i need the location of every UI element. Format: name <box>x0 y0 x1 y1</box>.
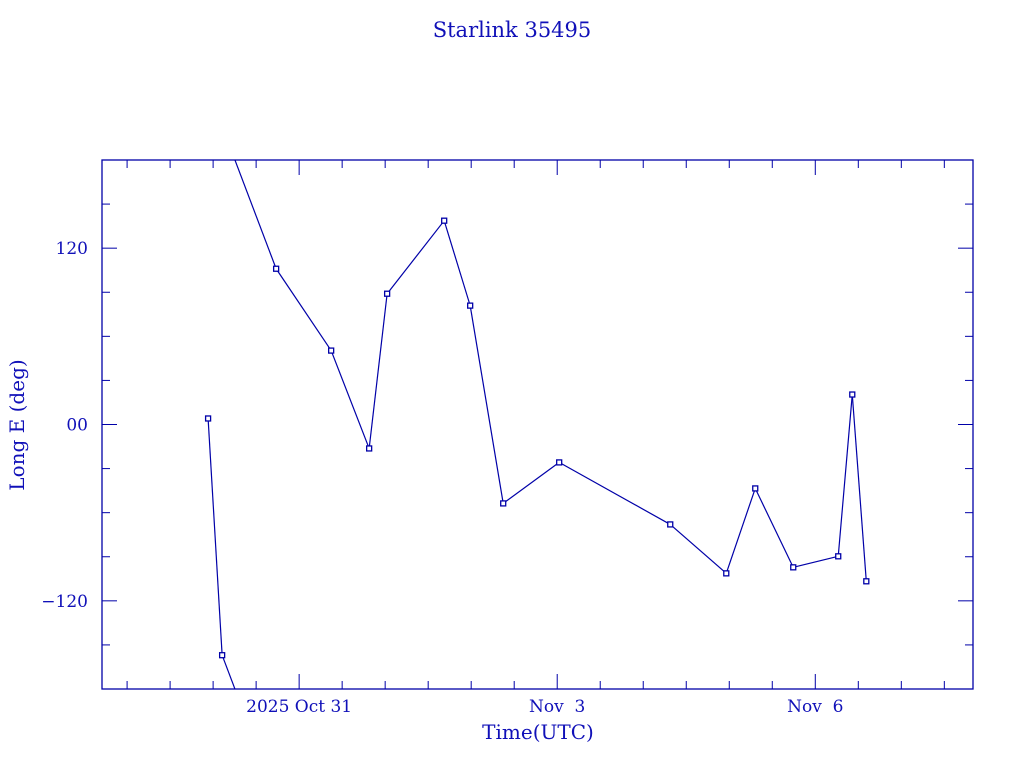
series-line-segment <box>443 220 471 306</box>
tick-labels: 2025 Oct 31 Nov 3 Nov 6 120 00 −120 <box>41 239 843 717</box>
data-point-marker <box>863 578 870 585</box>
series-line-segment <box>234 160 277 269</box>
series-line-segment <box>330 350 370 449</box>
x-tick-label: 2025 Oct 31 <box>246 697 352 717</box>
data-point-marker <box>366 445 373 452</box>
y-tick-label: 00 <box>66 416 88 436</box>
series-line-segment <box>368 293 388 449</box>
data-point-marker <box>835 553 842 560</box>
data-point-marker <box>723 570 730 577</box>
data-point-marker <box>272 265 280 272</box>
data-point-marker <box>441 217 448 224</box>
y-tick-label: −120 <box>41 592 88 612</box>
series-line-segment <box>469 305 504 504</box>
series-line-segment <box>207 418 223 656</box>
series-line-segment <box>837 394 853 557</box>
plot-area <box>204 160 870 689</box>
data-point-marker <box>667 521 674 528</box>
series-line-segment <box>558 461 671 525</box>
data-point-marker <box>204 415 212 422</box>
series-line-segment <box>851 394 867 582</box>
data-point-marker <box>218 652 226 659</box>
series-line-segment <box>793 555 839 568</box>
series-line-segment <box>725 488 756 574</box>
data-point-marker <box>383 290 391 297</box>
data-point-marker <box>849 391 856 398</box>
series-line-segment <box>275 268 332 351</box>
x-tick-label: Nov 3 <box>529 697 585 717</box>
axis-ticks <box>102 160 973 689</box>
data-point-marker <box>467 302 474 309</box>
data-point-marker <box>500 500 507 507</box>
y-tick-label: 120 <box>56 239 88 259</box>
data-point-marker <box>752 485 759 492</box>
x-axis-label: Time(UTC) <box>482 720 594 744</box>
series-line-segment <box>386 220 445 295</box>
series-line-segment <box>502 461 560 504</box>
data-point-marker <box>790 564 797 571</box>
series-line-segment <box>221 654 236 689</box>
y-axis-label: Long E (deg) <box>5 359 29 490</box>
data-point-marker <box>328 347 335 354</box>
series-line-segment <box>669 523 727 574</box>
data-point-marker <box>556 459 563 466</box>
plot-frame <box>101 159 974 690</box>
series-line-segment <box>754 488 794 568</box>
x-tick-label: Nov 6 <box>787 697 843 717</box>
chart-title: Starlink 35495 <box>433 18 592 42</box>
